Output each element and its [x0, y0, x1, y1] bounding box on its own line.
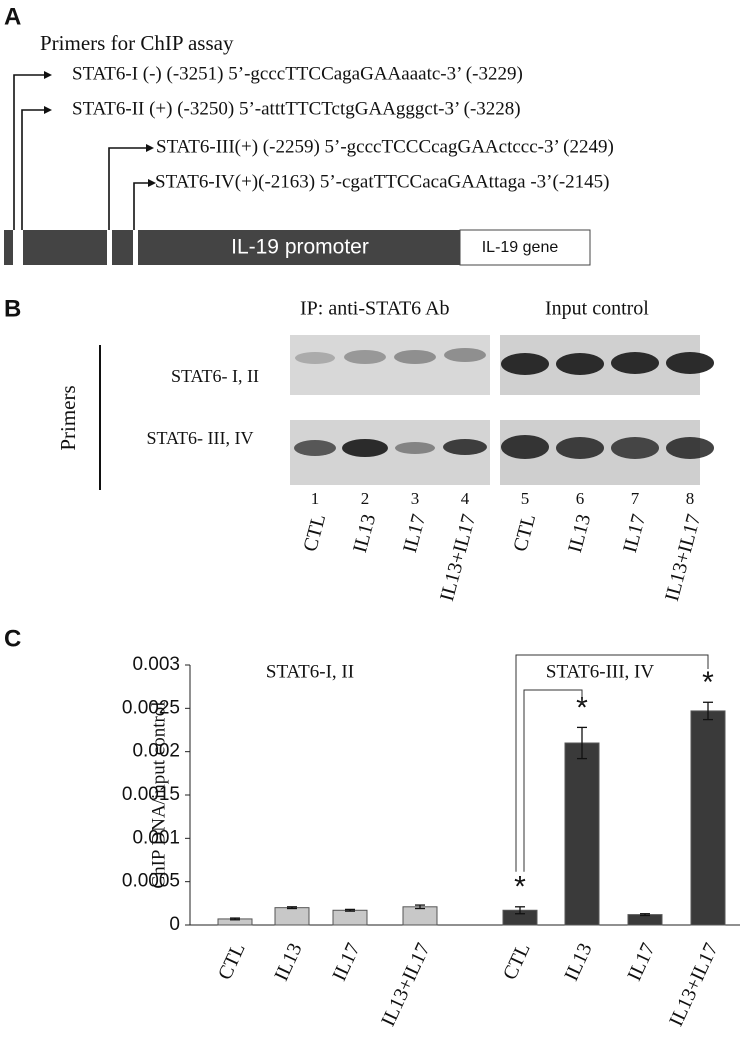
- y-tick-label: 0.003: [132, 654, 180, 675]
- promoter-label: IL-19 promoter: [231, 236, 369, 259]
- lanes: 1 CTL 2 IL13 3 IL17 4 IL13+IL17 5 CTL 6 IL13 7 IL17 8 I…: [299, 489, 705, 604]
- panel-label: B: [4, 295, 21, 322]
- arrow-heads: [44, 71, 156, 187]
- gels: [290, 335, 714, 485]
- primer: STAT6-II (+) (-3250) 5’-atttTTCTctgGAAgg…: [72, 98, 521, 119]
- lane-number: 8: [686, 489, 695, 508]
- error-bar: [577, 726, 587, 760]
- x-tick-label: CTL: [499, 940, 535, 984]
- lane-label: IL13: [564, 512, 595, 555]
- lane-number: 3: [411, 489, 420, 508]
- lane-label: IL17: [399, 512, 430, 555]
- primer: STAT6-I (-) (-3251) 5’-gcccTTCCagaGAAaaa…: [72, 63, 523, 84]
- error-bar: [515, 906, 525, 915]
- primer: STAT6-IV(+)(-2163) 5’-cgatTTCCacaGAAttag…: [155, 171, 609, 192]
- error-bar: [287, 906, 297, 910]
- x-tick-label: IL13: [560, 940, 596, 985]
- error-bar: [640, 913, 650, 917]
- error-bar: [230, 917, 240, 921]
- error-bar: [415, 904, 425, 910]
- bar: [332, 909, 368, 926]
- panel-label: A: [4, 3, 21, 30]
- lane-label: IL13+IL17: [436, 512, 480, 604]
- x-tick-label: IL13+IL17: [665, 940, 723, 1030]
- x-tick-label: IL13: [270, 940, 306, 985]
- gel-header: IP: anti-STAT6 Ab: [300, 298, 450, 320]
- lane-label: IL13: [349, 512, 380, 555]
- row-label: STAT6- III, IV: [146, 428, 253, 448]
- lane-number: 6: [576, 489, 585, 508]
- promoter-bar: [4, 230, 460, 265]
- panel-title: Primers for ChIP assay: [40, 31, 234, 55]
- lane-number: 5: [521, 489, 530, 508]
- lane-label: IL13+IL17: [661, 512, 705, 604]
- y-tick-label: 0.0005: [122, 871, 180, 892]
- y-tick-label: 0.002: [132, 741, 180, 762]
- significance-marker: *: [576, 691, 588, 724]
- error-bar: [345, 908, 355, 912]
- x-tick-label: IL13+IL17: [377, 940, 435, 1030]
- chart: C ChIP DNA/input control STAT6-I, II STA…: [4, 625, 740, 1030]
- bar: [627, 914, 663, 926]
- group-label: STAT6-III, IV: [546, 661, 655, 682]
- y-tick-label: 0.001: [132, 827, 180, 848]
- panel-label: C: [4, 625, 21, 652]
- gene-box: [459, 229, 591, 266]
- lane-label: CTL: [299, 512, 330, 554]
- axis-label: Primers: [56, 385, 80, 450]
- error-bar: [703, 701, 713, 721]
- significance-marker: *: [514, 871, 526, 904]
- bar: [564, 742, 600, 926]
- group-label: STAT6-I, II: [266, 661, 354, 682]
- x-tick-label: IL17: [328, 940, 364, 985]
- comparison-bracket: [515, 654, 709, 872]
- y-axis-label: ChIP DNA/input control: [148, 701, 169, 888]
- comparison-bracket: [523, 689, 583, 872]
- primer: STAT6-III(+) (-2259) 5’-gcccTCCCcagGAAct…: [156, 136, 614, 157]
- bar: [690, 710, 726, 926]
- y-tick-label: 0.0015: [122, 784, 180, 805]
- lane-number: 1: [311, 489, 320, 508]
- gel-header: Input control: [545, 298, 649, 320]
- lane-number: 4: [461, 489, 470, 508]
- y-tick-label: 0: [169, 914, 180, 935]
- x-tick-label: CTL: [214, 940, 250, 984]
- lane-number: 7: [631, 489, 640, 508]
- lane-label: CTL: [509, 512, 540, 554]
- bar: [402, 906, 438, 926]
- y-tick-label: 0.0025: [122, 697, 180, 718]
- x-tick-label: IL17: [623, 940, 659, 985]
- lane-number: 2: [361, 489, 370, 508]
- gene-label: IL-19 gene: [482, 239, 559, 256]
- row-label: STAT6- I, II: [171, 366, 259, 386]
- bar: [274, 907, 310, 926]
- lane-label: IL17: [619, 512, 650, 555]
- significance-marker: *: [702, 666, 714, 699]
- primer-arrows: [13, 74, 150, 230]
